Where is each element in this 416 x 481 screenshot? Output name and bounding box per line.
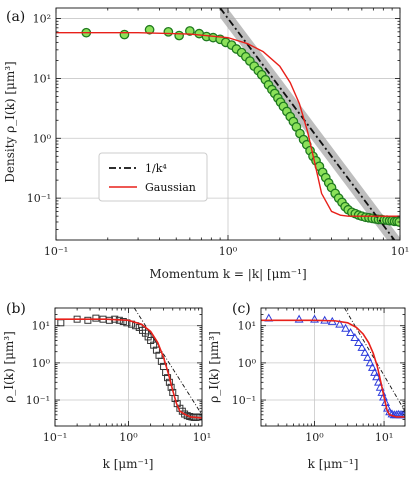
plot-area bbox=[261, 308, 405, 419]
data-point bbox=[57, 319, 65, 327]
x-tick-label: 10⁻¹ bbox=[44, 245, 68, 258]
x-tick-label: 10⁰ bbox=[119, 431, 138, 444]
x-tick-label: 10¹ bbox=[193, 431, 211, 444]
plot-area bbox=[56, 8, 400, 240]
y-tick-label: 10⁰ bbox=[238, 357, 257, 370]
data-point bbox=[119, 29, 130, 40]
data-point bbox=[183, 412, 191, 420]
legend-power-law-label: 1/k⁴ bbox=[145, 162, 167, 175]
x-tick-label: 10⁻¹ bbox=[43, 431, 67, 444]
x-tick-label: 10⁰ bbox=[305, 431, 324, 444]
x-tick-label: 10⁰ bbox=[219, 245, 238, 258]
power-law-line bbox=[344, 308, 405, 412]
x-tick-label: 10¹ bbox=[391, 245, 409, 258]
data-point bbox=[357, 342, 367, 351]
data-point bbox=[341, 323, 351, 332]
y-tick-label: 10¹ bbox=[32, 320, 50, 333]
data-point bbox=[84, 316, 92, 324]
data-point bbox=[360, 347, 370, 356]
data-point bbox=[346, 328, 356, 337]
y-axis-label: ρ_I(k) [μm³] bbox=[207, 331, 221, 403]
data-point bbox=[354, 338, 364, 347]
power-law-line bbox=[133, 308, 202, 416]
y-tick-label: 10¹ bbox=[33, 72, 51, 85]
x-axis-label: k [μm⁻¹] bbox=[103, 457, 154, 471]
panel-a: 10⁻¹ 10⁰ 10¹ 10⁻¹ 10⁰ 10¹ 10² Momentum k = |k| … bbox=[3, 7, 409, 281]
y-axis-label: ρ_I(k) [μm³] bbox=[2, 331, 16, 403]
data-point bbox=[350, 332, 360, 341]
data-point bbox=[144, 24, 155, 35]
y-tick-label: 10⁰ bbox=[33, 132, 52, 145]
y-tick-label: 10¹ bbox=[238, 320, 256, 333]
data-point bbox=[174, 30, 185, 41]
data-point bbox=[387, 409, 397, 418]
data-point bbox=[105, 316, 113, 324]
data-point bbox=[119, 317, 127, 325]
panel-label: (a) bbox=[6, 9, 25, 25]
x-axis-label: Momentum k = |k| [μm⁻¹] bbox=[149, 267, 306, 281]
y-tick-label: 10² bbox=[33, 13, 51, 26]
gaussian-line bbox=[56, 32, 400, 217]
gaussian-line bbox=[261, 319, 405, 418]
y-tick-label: 10⁻¹ bbox=[232, 394, 256, 407]
data-point bbox=[379, 392, 388, 401]
panel-label: (c) bbox=[232, 301, 251, 317]
legend-box bbox=[98, 152, 208, 202]
data-point bbox=[363, 352, 373, 361]
panel-b: 10⁻¹ 10⁰ 10¹ 10⁻¹ 10⁰ 10¹ k [μm⁻¹] ρ_I(k) [μm³]… bbox=[2, 301, 211, 471]
gaussian-line bbox=[55, 318, 202, 419]
plot-area bbox=[55, 308, 202, 421]
data-point bbox=[367, 362, 377, 371]
plot-frame bbox=[260, 307, 406, 427]
data-point bbox=[163, 26, 174, 37]
power-law-line bbox=[219, 8, 396, 240]
data-point bbox=[310, 314, 319, 323]
x-axis-label: k [μm⁻¹] bbox=[308, 457, 359, 471]
power-law-band bbox=[220, 8, 400, 240]
data-point bbox=[370, 367, 380, 376]
data-point bbox=[92, 314, 100, 322]
legend-gaussian-label: Gaussian bbox=[145, 181, 196, 194]
x-tick-label: 10¹ bbox=[375, 431, 393, 444]
y-tick-label: 10⁻¹ bbox=[27, 192, 51, 205]
y-tick-label: 10⁻¹ bbox=[26, 394, 50, 407]
panel-label: (b) bbox=[6, 301, 26, 317]
legend: 1/k⁴ Gaussian bbox=[98, 152, 208, 202]
data-point bbox=[365, 358, 375, 367]
data-point bbox=[164, 374, 172, 382]
panel-c: 10⁰ 10¹ 10⁻¹ 10⁰ 10¹ k [μm⁻¹] ρ_I(k) [μm³] (c) bbox=[207, 301, 406, 471]
data-point bbox=[184, 26, 195, 36]
data-point bbox=[171, 394, 179, 402]
y-axis-label: Density ρ_I(k) [μm³] bbox=[3, 61, 17, 182]
data-point bbox=[144, 333, 152, 341]
data-point bbox=[372, 372, 382, 381]
data-point bbox=[335, 319, 345, 328]
y-tick-label: 10⁰ bbox=[32, 357, 51, 370]
data-point bbox=[294, 314, 304, 323]
